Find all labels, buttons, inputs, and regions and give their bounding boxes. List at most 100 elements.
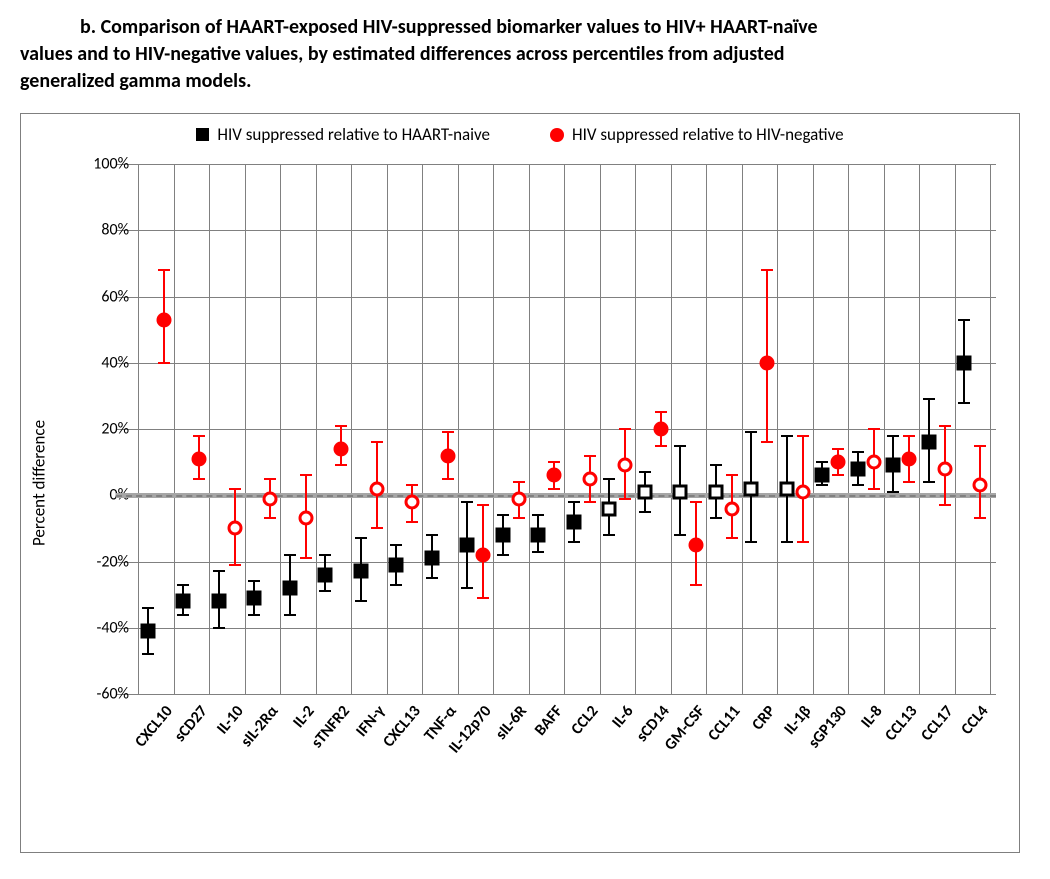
error-cap [903,481,915,483]
x-category-label: sTNFR2 [308,702,354,752]
series2-marker [795,484,810,499]
error-cap [477,597,489,599]
error-cap [939,425,951,427]
error-cap [923,398,935,400]
series1-marker [637,484,652,499]
series1-marker [815,468,830,483]
error-cap [532,514,544,516]
plot-area [116,164,996,694]
error-cap [461,587,473,589]
x-category-label: CCL13 [882,702,922,745]
error-cap [284,554,296,556]
error-cap [177,614,189,616]
series1-marker [389,557,404,572]
error-cap [264,517,276,519]
legend: HIV suppressed relative to HAART-naive H… [21,124,1019,145]
error-cap [497,554,509,556]
error-cap [477,504,489,506]
series2-marker [973,478,988,493]
error-cap [781,435,793,437]
x-category-label: CCL11 [704,702,744,745]
error-cap [958,402,970,404]
legend-label-2: HIV suppressed relative to HIV-negative [572,124,844,145]
series1-marker [211,594,226,609]
error-cap [761,441,773,443]
error-cap [939,504,951,506]
error-cap [319,590,331,592]
error-cap [797,541,809,543]
series1-marker [424,551,439,566]
error-cap [619,498,631,500]
series2-marker [405,494,420,509]
error-cap [177,584,189,586]
error-cap [816,484,828,486]
error-cap [442,478,454,480]
series1-marker [353,564,368,579]
error-cap [887,491,899,493]
error-cap [639,471,651,473]
error-cap [710,517,722,519]
series1-marker [850,461,865,476]
error-cap [248,580,260,582]
error-cap [284,614,296,616]
error-cap [974,517,986,519]
error-cap [639,511,651,513]
error-cap [355,600,367,602]
error-cap [781,541,793,543]
error-cap [229,564,241,566]
error-cap [158,269,170,271]
error-cap [335,464,347,466]
square-icon [196,128,209,141]
series2-marker [689,537,704,552]
error-cap [816,461,828,463]
error-cap [619,428,631,430]
series2-marker [618,458,633,473]
error-cap [584,455,596,457]
error-cap [603,478,615,480]
x-axis-labels: CXCL10sCD27IL-10sIL-2RαIL-2sTNFR2IFN-γCX… [116,696,996,846]
series2-marker [582,471,597,486]
error-cap [852,451,864,453]
error-cap [319,554,331,556]
series2-marker [866,455,881,470]
error-cap [690,501,702,503]
chart-container: HIV suppressed relative to HAART-naive H… [20,113,1020,853]
error-cap [745,541,757,543]
series2-marker [760,355,775,370]
x-category-label: CXCL10 [131,702,177,751]
error-cap [461,501,473,503]
error-cap [213,627,225,629]
error-cap [903,435,915,437]
page-root: b. Comparison of HAART-exposed HIV-suppr… [0,0,1050,879]
series1-marker [602,501,617,516]
error-cap [655,411,667,413]
series2-marker [263,491,278,506]
error-cap [797,435,809,437]
error-cap [745,431,757,433]
error-cap [442,431,454,433]
series2-marker [937,461,952,476]
y-axis-title: Percent difference [29,420,50,546]
error-cap [923,481,935,483]
series2-marker [547,468,562,483]
series2-marker [511,491,526,506]
series1-marker [531,528,546,543]
series1-marker [779,481,794,496]
error-cap [674,534,686,536]
series1-marker [247,590,262,605]
error-cap [335,425,347,427]
error-cap [426,534,438,536]
error-cap [568,541,580,543]
error-cap [406,521,418,523]
error-cap [674,445,686,447]
error-cap [584,501,596,503]
x-category-label: sCD27 [171,702,212,746]
error-cap [390,544,402,546]
series1-marker [566,514,581,529]
error-cap [868,488,880,490]
series1-marker [708,484,723,499]
circle-icon [550,128,564,142]
series1-marker [886,458,901,473]
series2-marker [298,511,313,526]
legend-item-series2: HIV suppressed relative to HIV-negative [550,124,844,145]
